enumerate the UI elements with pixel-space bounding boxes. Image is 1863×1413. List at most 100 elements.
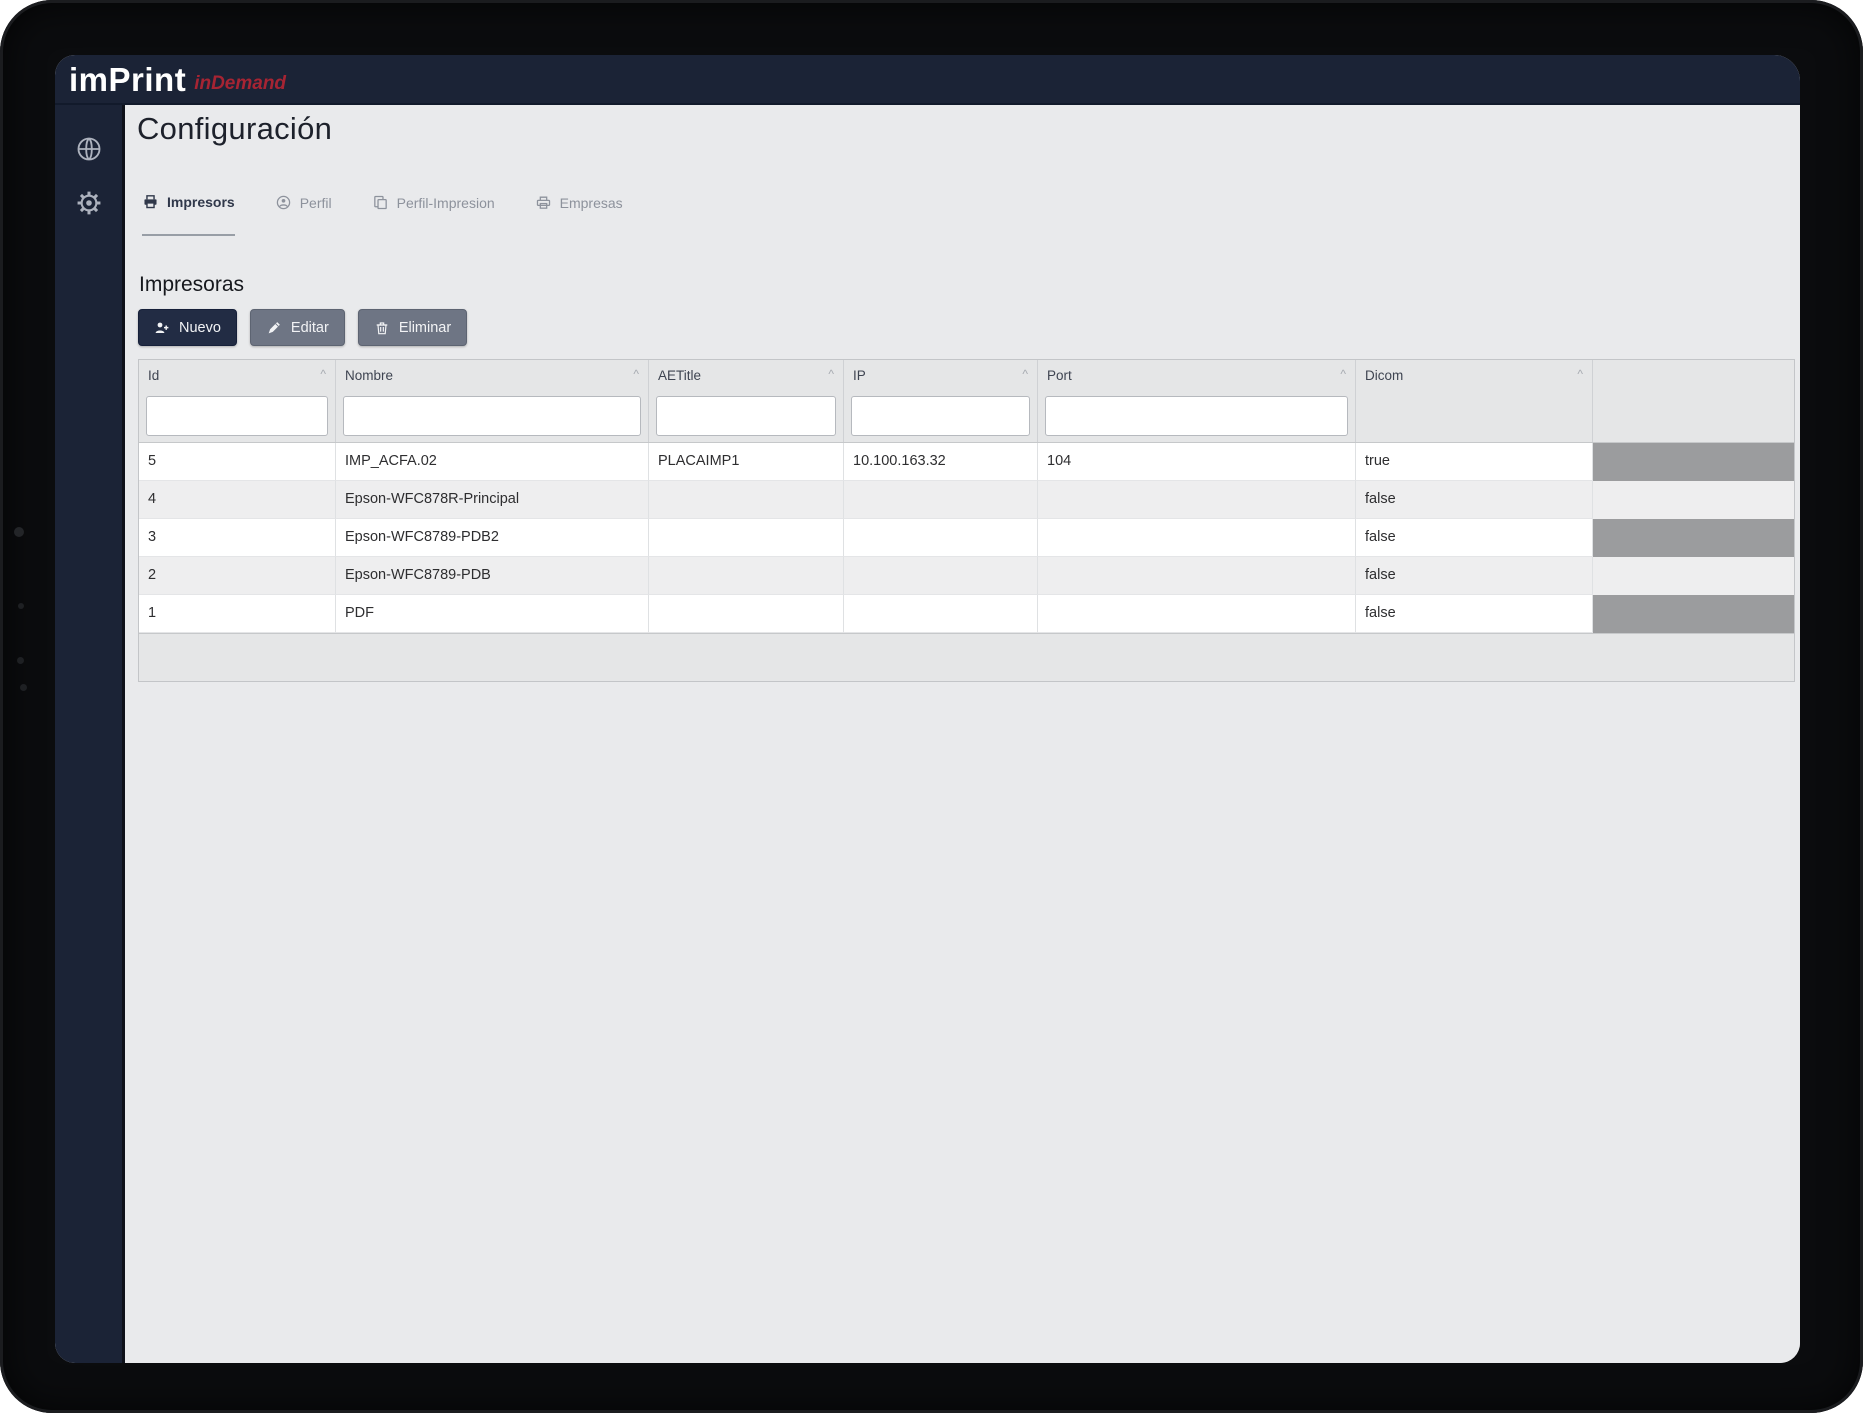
table-row[interactable]: 3 Epson-WFC8789-PDB2 false [139, 519, 1794, 557]
cell-nombre: IMP_ACFA.02 [336, 443, 649, 481]
cell-port [1038, 595, 1356, 633]
globe-icon[interactable] [75, 135, 103, 163]
sidebar [55, 105, 125, 1363]
tab-label: Perfil-Impresion [396, 194, 495, 211]
sort-asc-icon: ^ [828, 367, 834, 381]
eliminar-button[interactable]: Eliminar [357, 309, 468, 346]
cell-dicom: false [1356, 557, 1593, 595]
dicom-filter-cell [1356, 390, 1593, 442]
button-label: Editar [290, 319, 329, 336]
cell-nombre: Epson-WFC878R-Principal [336, 481, 649, 519]
sort-asc-icon: ^ [1022, 367, 1028, 381]
cell-aetitle [649, 595, 844, 633]
profile-icon [275, 194, 292, 211]
tab-perfil-impresion[interactable]: Perfil-Impresion [372, 193, 495, 236]
toolbar: Nuevo Editar Elimi [138, 309, 1800, 346]
column-label: IP [853, 368, 866, 383]
cell-port [1038, 481, 1356, 519]
filter-filler [1593, 390, 1794, 442]
top-bar: imPrint inDemand [55, 55, 1800, 105]
cell-dicom: false [1356, 519, 1593, 557]
cell-aetitle: PLACAIMP1 [649, 443, 844, 481]
brand-logo: imPrint [69, 60, 187, 98]
bezel-dot [18, 603, 24, 609]
cell-ip: 10.100.163.32 [844, 443, 1038, 481]
column-label: AETitle [658, 368, 702, 383]
cell-id: 4 [139, 481, 336, 519]
section-title: Impresoras [139, 273, 245, 296]
cell-ip [844, 557, 1038, 595]
cell-aetitle [649, 557, 844, 595]
table-filter-row [139, 390, 1794, 442]
bezel-camera-dot [14, 527, 24, 537]
table-row[interactable]: 4 Epson-WFC878R-Principal false [139, 481, 1794, 519]
tab-empresas[interactable]: Empresas [535, 193, 623, 236]
sort-asc-icon: ^ [633, 367, 639, 381]
tab-label: Perfil [299, 194, 332, 211]
column-label: Dicom [1365, 368, 1404, 383]
column-label: Port [1047, 368, 1072, 383]
app-screen: imPrint inDemand Configuración [55, 55, 1800, 1363]
cell-id: 2 [139, 557, 336, 595]
column-label: Id [148, 368, 160, 383]
cell-id: 1 [139, 595, 336, 633]
cell-nombre: PDF [336, 595, 649, 633]
cell-port: 104 [1038, 443, 1356, 481]
id-filter-input[interactable] [146, 396, 328, 436]
table-row[interactable]: 1 PDF false [139, 595, 1794, 633]
aetitle-filter-input[interactable] [656, 396, 836, 436]
column-header-id[interactable]: Id ^ [139, 360, 336, 390]
cell-nombre: Epson-WFC8789-PDB2 [336, 519, 649, 557]
table-row[interactable]: 2 Epson-WFC8789-PDB false [139, 557, 1794, 595]
edit-icon [266, 320, 282, 336]
add-user-icon [154, 320, 170, 336]
column-header-dicom[interactable]: Dicom ^ [1356, 360, 1593, 390]
nombre-filter-input[interactable] [343, 396, 641, 436]
column-header-ip[interactable]: IP ^ [844, 360, 1038, 390]
companies-icon [535, 194, 552, 211]
gear-icon[interactable] [75, 189, 103, 217]
bezel-dot [20, 684, 27, 691]
table-body: 5 IMP_ACFA.02 PLACAIMP1 10.100.163.32 10… [139, 442, 1794, 633]
sort-asc-icon: ^ [320, 367, 326, 381]
column-header-port[interactable]: Port ^ [1038, 360, 1356, 390]
delete-icon [374, 320, 390, 336]
column-label: Nombre [345, 368, 394, 383]
cell-port [1038, 557, 1356, 595]
cell-nombre: Epson-WFC8789-PDB [336, 557, 649, 595]
tab-impresors[interactable]: Impresors [142, 193, 235, 236]
table-header-row: Id ^ Nombre ^ AETitle ^ IP ^ [139, 360, 1794, 390]
tab-bar: Impresors Perfil P [142, 193, 1800, 236]
cell-id: 3 [139, 519, 336, 557]
tab-label: Empresas [559, 194, 623, 211]
cell-port [1038, 519, 1356, 557]
cell-aetitle [649, 519, 844, 557]
print-profile-icon [372, 194, 389, 211]
column-header-aetitle[interactable]: AETitle ^ [649, 360, 844, 390]
nuevo-button[interactable]: Nuevo [138, 309, 237, 346]
editar-button[interactable]: Editar [249, 309, 345, 346]
tab-label: Impresors [167, 193, 235, 210]
cell-ip [844, 519, 1038, 557]
page-title: Configuración [137, 111, 333, 146]
ip-filter-input[interactable] [851, 396, 1030, 436]
sort-asc-icon: ^ [1340, 367, 1346, 381]
main-content: Configuración Impresors [125, 105, 1800, 1363]
cell-dicom: false [1356, 481, 1593, 519]
sort-asc-icon: ^ [1577, 367, 1583, 381]
cell-ip [844, 481, 1038, 519]
brand-tagline: inDemand [194, 72, 287, 94]
printer-icon [142, 193, 159, 210]
cell-dicom: false [1356, 595, 1593, 633]
table-row[interactable]: 5 IMP_ACFA.02 PLACAIMP1 10.100.163.32 10… [139, 443, 1794, 481]
port-filter-input[interactable] [1045, 396, 1348, 436]
button-label: Eliminar [398, 319, 452, 336]
tab-perfil[interactable]: Perfil [275, 193, 332, 236]
column-header-nombre[interactable]: Nombre ^ [336, 360, 649, 390]
table-side-gray-block [1592, 443, 1794, 633]
cell-dicom: true [1356, 443, 1593, 481]
printers-table: Id ^ Nombre ^ AETitle ^ IP ^ [138, 359, 1795, 682]
cell-aetitle [649, 481, 844, 519]
table-header-filler [1593, 360, 1794, 390]
